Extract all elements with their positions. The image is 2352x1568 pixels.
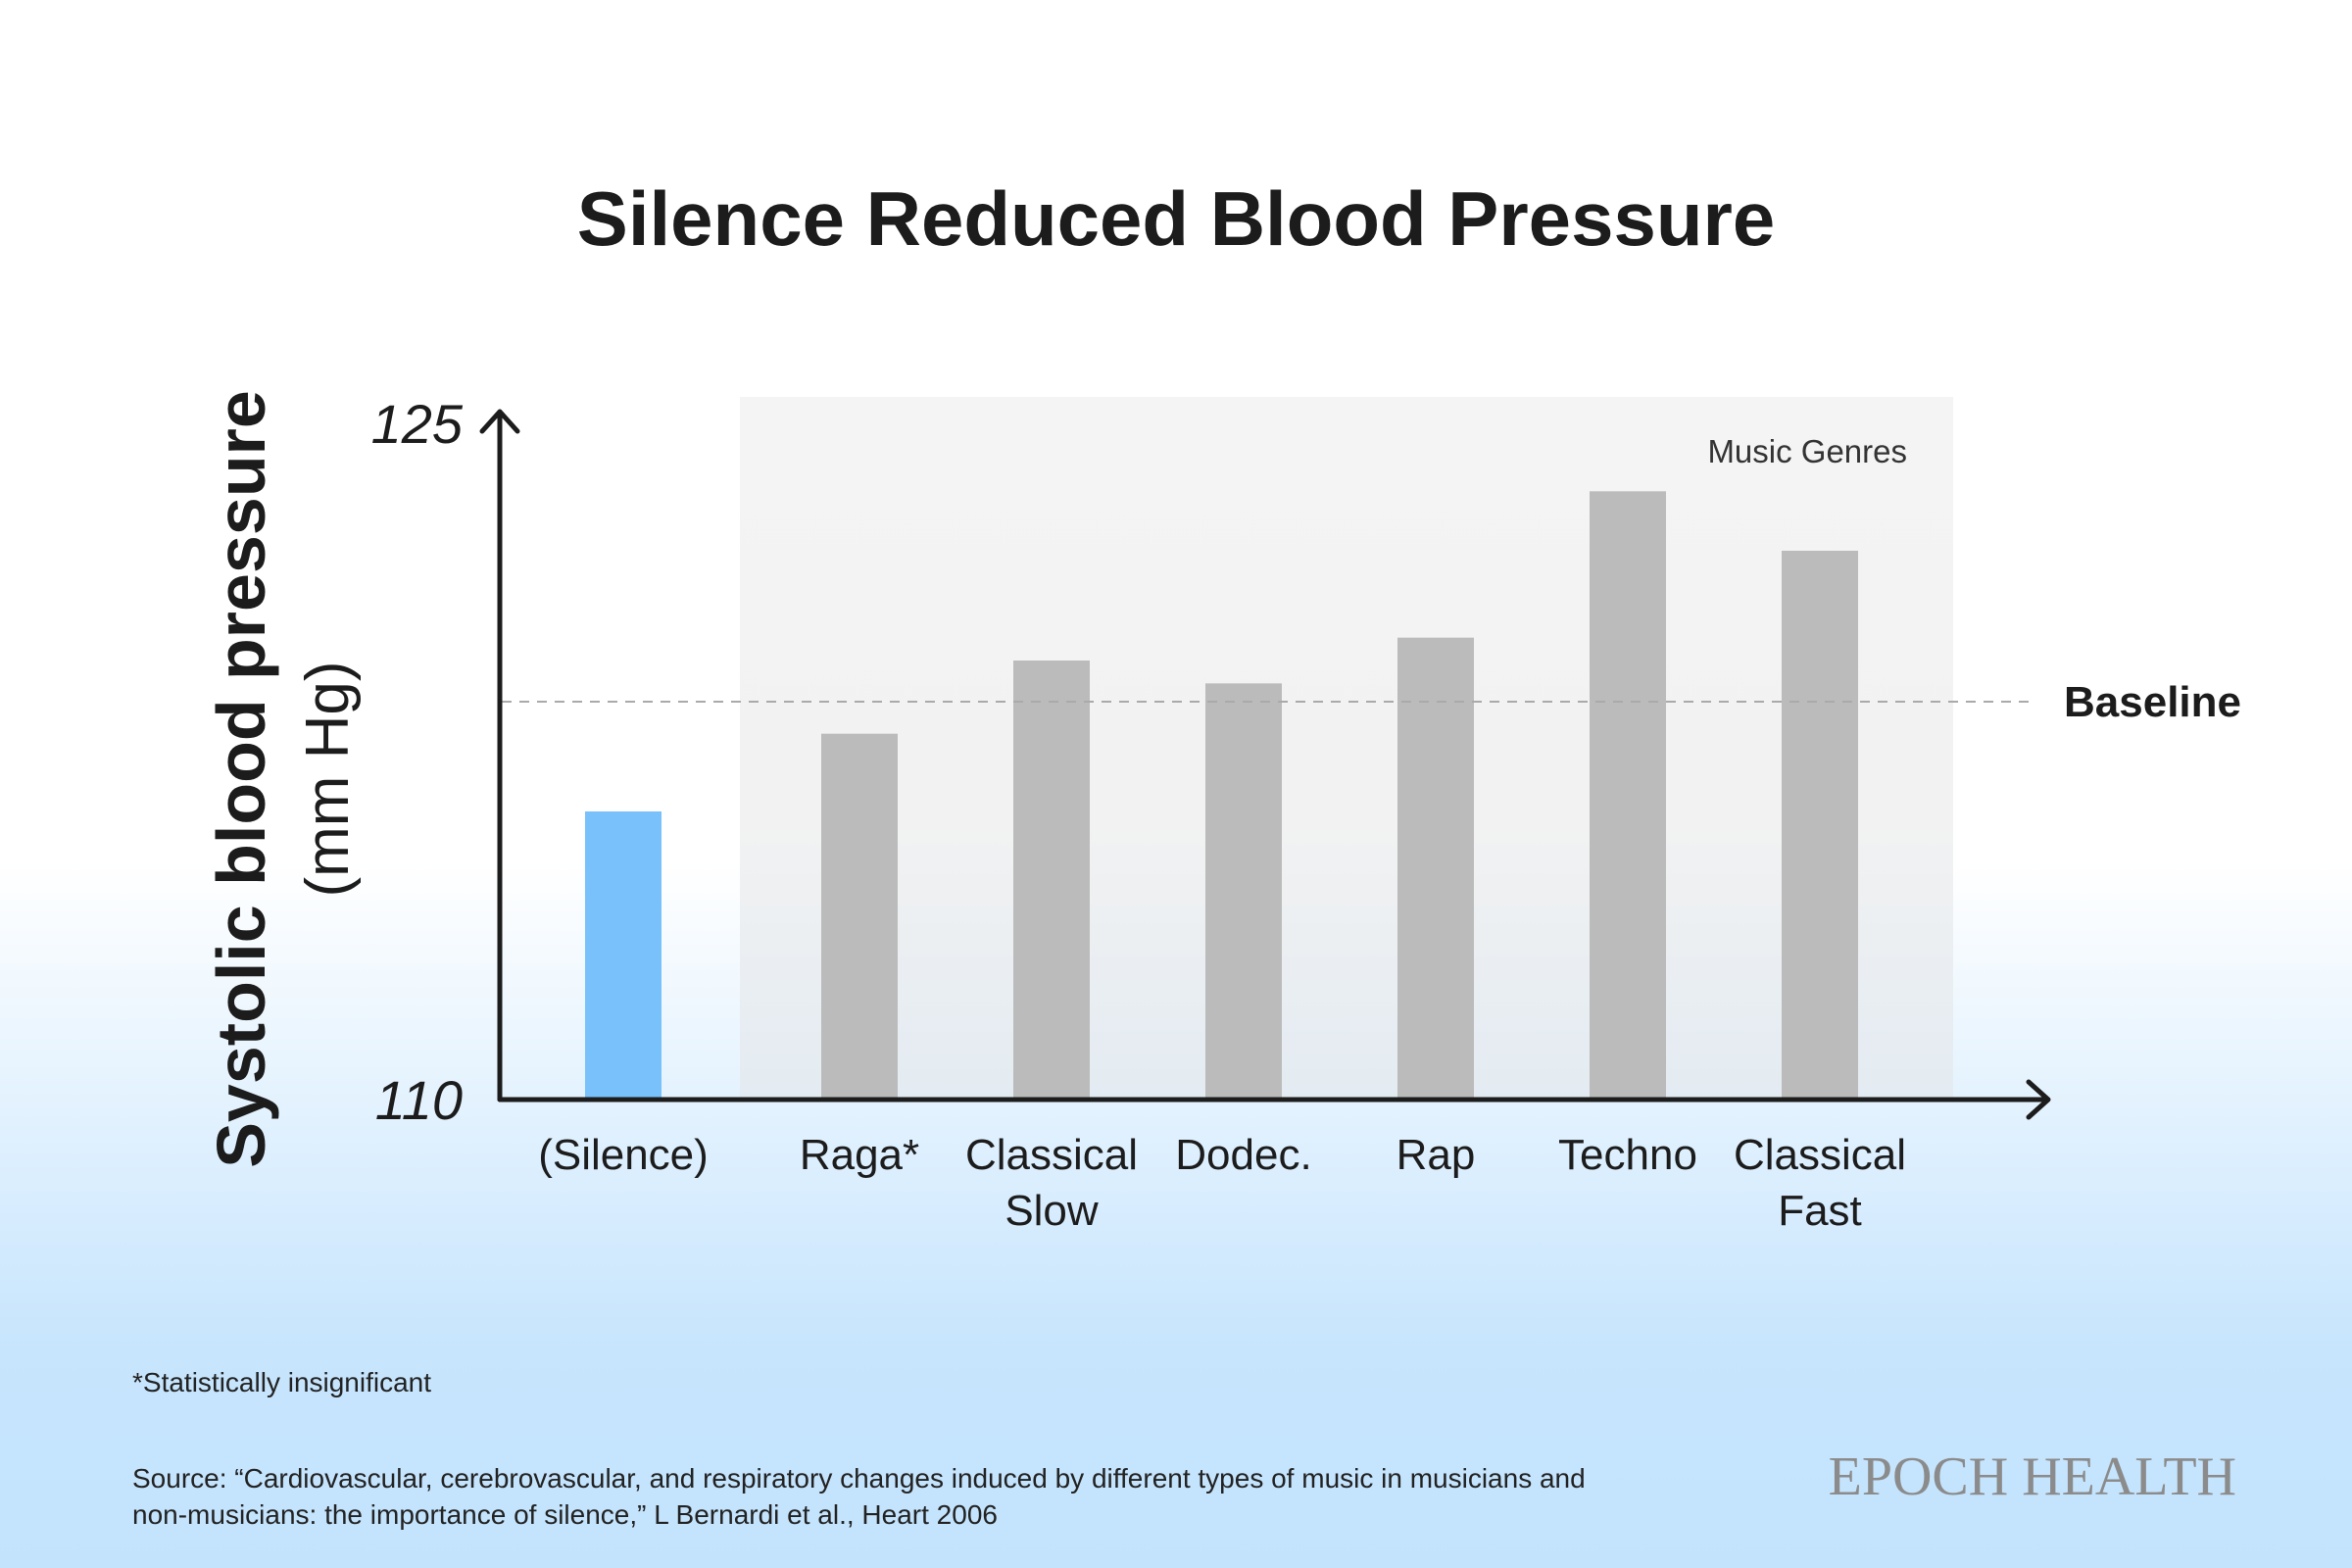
x-tick-label: (Silence) [538,1131,709,1179]
bar-dodec [1205,683,1282,1100]
y-tick-110: 110 [375,1069,463,1131]
x-tick-label: Dodec. [1175,1131,1311,1179]
bar-silence [585,811,662,1100]
music-genres-region [740,397,1953,1100]
bar-techno [1590,491,1666,1100]
y-axis-unit: (mm Hg) [294,661,362,897]
footnote: *Statistically insignificant [132,1367,432,1397]
y-axis-label: Systolic blood pressure [203,390,279,1168]
y-axis-arrow [479,409,520,434]
bar-classical-fast [1782,551,1858,1100]
epoch-health-logo: EPOCH HEALTH [1828,1446,2236,1507]
chart-title: Silence Reduced Blood Pressure [577,175,1775,262]
x-tick-label: Rap [1396,1131,1476,1179]
y-tick-125: 125 [371,393,464,455]
x-axis-arrow [2026,1079,2051,1120]
x-tick-label: Classical Fast [1734,1131,1906,1235]
source-citation: Source: “Cardiovascular, cerebrovascular… [132,1463,1586,1530]
axes [479,409,2051,1120]
bar-classical-slow [1013,661,1090,1100]
music-genres-label: Music Genres [1707,433,1907,469]
baseline-label: Baseline [2064,678,2241,726]
x-tick-label: Classical Slow [965,1131,1138,1235]
x-tick-label: Raga* [800,1131,919,1179]
x-tick-label: Techno [1558,1131,1697,1179]
bar-rap [1397,637,1474,1100]
bar-raga [821,733,898,1100]
